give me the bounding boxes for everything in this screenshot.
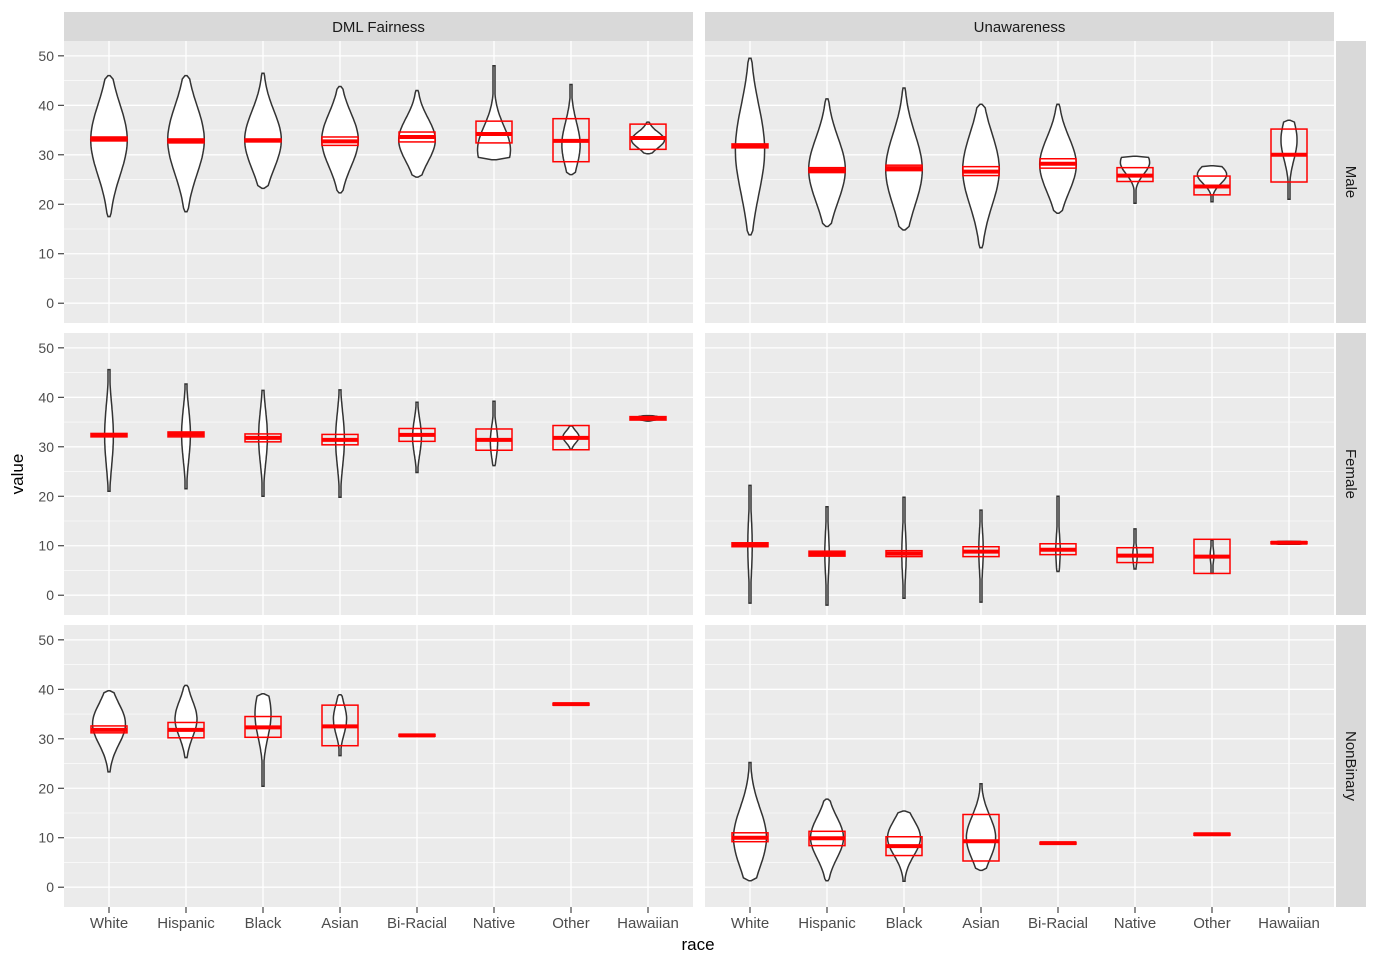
marks-nonbinary-unawareness <box>731 761 1231 883</box>
y-tick-label: 20 <box>38 488 54 504</box>
y-axis-nonbinary: 0 10 20 30 40 50 <box>38 632 64 895</box>
x-tick-label-hispanic: Hispanic <box>157 915 215 932</box>
strips-layer: DML Fairness Unawareness Male Female NonBina… <box>64 12 1366 907</box>
y-tick-label: 30 <box>38 147 54 163</box>
y-axis-male: 0 10 20 30 40 50 <box>38 48 64 311</box>
marks-male-unawareness <box>731 57 1308 249</box>
violin-black-female-unawareness <box>901 496 907 599</box>
violin-white-female-dml-fairness <box>103 368 115 493</box>
violin-black-female-dml-fairness <box>257 389 269 498</box>
violin-asian-female-dml-fairness <box>334 389 346 499</box>
y-tick-label: 20 <box>38 196 54 212</box>
x-tick-label-other: Other <box>1193 915 1231 932</box>
marks-layer <box>89 57 1308 883</box>
x-tick-label-white: White <box>731 915 769 932</box>
strip-background <box>1336 41 1366 323</box>
x-tick-label-other: Other <box>552 915 590 932</box>
x-axis-unawareness: White Hispanic Black Asian Bi-Racial Native Ot… <box>731 907 1320 932</box>
violin-bi-racial-female-dml-fairness <box>411 401 423 474</box>
x-tick-label-hawaiian: Hawaiian <box>617 915 679 932</box>
y-tick-label: 50 <box>38 340 54 356</box>
violin-white-male-dml-fairness <box>89 74 129 218</box>
panel-background <box>705 333 1334 615</box>
violin-native-male-dml-fairness <box>476 64 512 161</box>
axes-layer: 0 10 20 30 40 50 0 10 20 30 40 50 0 10 20 30 40 50 White Hi… <box>38 48 1319 932</box>
y-tick-label: 50 <box>38 48 54 64</box>
y-tick-label: 10 <box>38 246 54 262</box>
x-tick-label-hawaiian: Hawaiian <box>1258 915 1320 932</box>
box-asian <box>962 813 1000 862</box>
panel-background <box>64 333 693 615</box>
strip-label-nonbinary: NonBinary <box>1342 731 1359 802</box>
panel-female-unawareness <box>705 333 1334 615</box>
y-tick-label: 10 <box>38 830 54 846</box>
x-tick-label-asian: Asian <box>321 915 359 932</box>
y-tick-label: 20 <box>38 780 54 796</box>
panel-background <box>64 41 693 323</box>
violin-hispanic-male-unawareness <box>807 98 847 228</box>
panel-female-dml-fairness <box>64 333 693 615</box>
violin-hispanic-nonbinary-dml-fairness <box>174 684 198 759</box>
y-tick-label: 30 <box>38 731 54 747</box>
x-axis-dml-fairness: White Hispanic Black Asian Bi-Racial Native Ot… <box>90 907 679 932</box>
panel-nonbinary-unawareness <box>705 625 1334 907</box>
strip-background <box>1336 333 1366 615</box>
y-tick-label: 40 <box>38 681 54 697</box>
y-tick-label: 50 <box>38 632 54 648</box>
y-tick-label: 0 <box>46 879 54 895</box>
x-axis-title: race <box>681 935 714 954</box>
strip-nonbinary: NonBinary <box>1336 625 1366 907</box>
strip-background <box>705 12 1334 41</box>
violin-bi-racial-female-unawareness <box>1055 495 1061 573</box>
y-tick-label: 0 <box>46 295 54 311</box>
x-tick-label-asian: Asian <box>962 915 1000 932</box>
x-tick-label-black: Black <box>245 915 282 932</box>
panels-layer <box>64 41 1334 907</box>
marks-female-dml-fairness <box>90 368 667 499</box>
violin-hawaiian-male-unawareness <box>1280 119 1298 201</box>
panel-background <box>705 625 1334 907</box>
panel-nonbinary-dml-fairness <box>64 625 693 907</box>
x-tick-label-native: Native <box>473 915 516 932</box>
x-tick-label-black: Black <box>886 915 923 932</box>
marks-male-dml-fairness <box>89 64 667 218</box>
marks-female-unawareness <box>731 484 1308 606</box>
strip-unawareness: Unawareness <box>705 12 1334 41</box>
strip-female: Female <box>1336 333 1366 615</box>
strip-background <box>1336 625 1366 907</box>
violin-other-male-unawareness <box>1196 164 1228 203</box>
violin-other-male-dml-fairness <box>561 83 581 176</box>
strip-background <box>64 12 693 41</box>
violin-bi-racial-male-dml-fairness <box>397 89 437 178</box>
violin-white-nonbinary-unawareness <box>732 761 768 882</box>
violin-black-male-unawareness <box>884 87 924 231</box>
y-axis-title: value <box>8 454 27 495</box>
strip-label-dml-fairness: DML Fairness <box>332 19 425 36</box>
strip-label-unawareness: Unawareness <box>974 19 1066 36</box>
x-tick-label-bi-racial: Bi-Racial <box>387 915 447 932</box>
x-tick-label-white: White <box>90 915 128 932</box>
panel-male-dml-fairness <box>64 41 693 323</box>
marks-nonbinary-dml-fairness <box>90 684 590 788</box>
strip-male: Male <box>1336 41 1366 323</box>
x-tick-label-bi-racial: Bi-Racial <box>1028 915 1088 932</box>
strip-dml-fairness: DML Fairness <box>64 12 693 41</box>
strip-label-female: Female <box>1342 449 1359 499</box>
strip-label-male: Male <box>1342 166 1359 199</box>
y-tick-label: 40 <box>38 389 54 405</box>
violin-black-male-dml-fairness <box>243 72 283 190</box>
y-tick-label: 40 <box>38 97 54 113</box>
x-tick-label-native: Native <box>1114 915 1157 932</box>
panel-male-unawareness <box>705 41 1334 323</box>
y-tick-label: 30 <box>38 439 54 455</box>
panel-background <box>705 41 1334 323</box>
y-tick-label: 0 <box>46 587 54 603</box>
x-tick-label-hispanic: Hispanic <box>798 915 856 932</box>
y-axis-female: 0 10 20 30 40 50 <box>38 340 64 603</box>
panel-background <box>64 625 693 907</box>
y-tick-label: 10 <box>38 538 54 554</box>
